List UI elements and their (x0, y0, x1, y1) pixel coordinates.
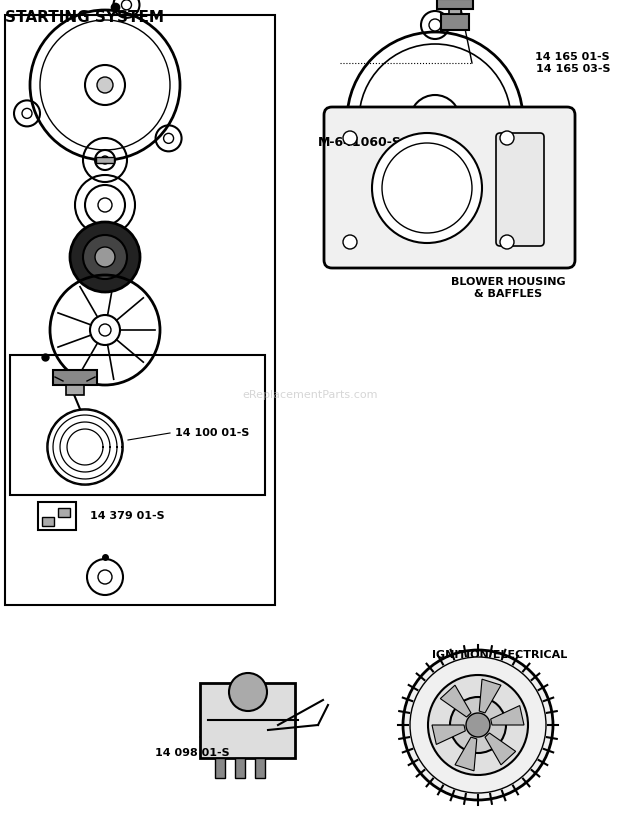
FancyBboxPatch shape (496, 133, 544, 246)
Text: STARTING SYSTEM: STARTING SYSTEM (5, 10, 164, 25)
Circle shape (83, 235, 127, 279)
Circle shape (429, 19, 441, 31)
Bar (10, 355, 265, 495)
Circle shape (97, 77, 113, 93)
Circle shape (122, 0, 131, 10)
Circle shape (101, 156, 109, 164)
Bar (215, 758, 225, 778)
Circle shape (22, 108, 32, 119)
Bar (235, 758, 245, 778)
Bar (200, 683, 295, 758)
Circle shape (500, 235, 514, 249)
Bar (437, 0, 473, 9)
Polygon shape (455, 737, 477, 771)
Text: M-641060-S: M-641060-S (318, 136, 402, 149)
Bar (53, 370, 97, 385)
Circle shape (343, 131, 357, 145)
Text: 14 100 01-S: 14 100 01-S (175, 428, 249, 438)
Bar (441, 14, 469, 30)
Circle shape (450, 697, 506, 753)
Bar (38, 502, 76, 530)
Circle shape (466, 713, 490, 737)
Bar (255, 758, 265, 778)
Polygon shape (490, 705, 524, 725)
Polygon shape (485, 733, 516, 765)
Polygon shape (479, 679, 501, 713)
Circle shape (164, 134, 174, 144)
Text: BLOWER HOUSING
& BAFFLES: BLOWER HOUSING & BAFFLES (451, 277, 565, 299)
Circle shape (403, 650, 553, 800)
Polygon shape (440, 686, 471, 717)
Text: 14 165 01-S
14 165 03-S: 14 165 01-S 14 165 03-S (536, 52, 610, 73)
Bar (449, 3, 461, 14)
Circle shape (229, 673, 267, 711)
Circle shape (372, 133, 482, 243)
Circle shape (98, 198, 112, 212)
Circle shape (428, 675, 528, 775)
Bar (96, 157, 114, 163)
Polygon shape (432, 725, 466, 744)
Circle shape (343, 235, 357, 249)
Circle shape (500, 131, 514, 145)
Bar (5, 15, 275, 605)
Circle shape (423, 108, 447, 132)
Circle shape (95, 247, 115, 267)
FancyBboxPatch shape (324, 107, 575, 268)
Bar (58, 508, 70, 517)
Circle shape (410, 657, 546, 793)
Bar (42, 517, 54, 526)
Circle shape (351, 168, 363, 181)
Circle shape (515, 154, 527, 166)
Circle shape (98, 570, 112, 584)
Circle shape (99, 324, 111, 336)
Text: 14 379 01-S: 14 379 01-S (90, 511, 165, 521)
Bar (66, 385, 84, 395)
Circle shape (70, 222, 140, 292)
Text: eReplacementParts.com: eReplacementParts.com (242, 390, 378, 400)
Text: IGNITION/ELECTRICAL: IGNITION/ELECTRICAL (432, 650, 567, 660)
Text: 14 098 01-S: 14 098 01-S (155, 748, 229, 758)
